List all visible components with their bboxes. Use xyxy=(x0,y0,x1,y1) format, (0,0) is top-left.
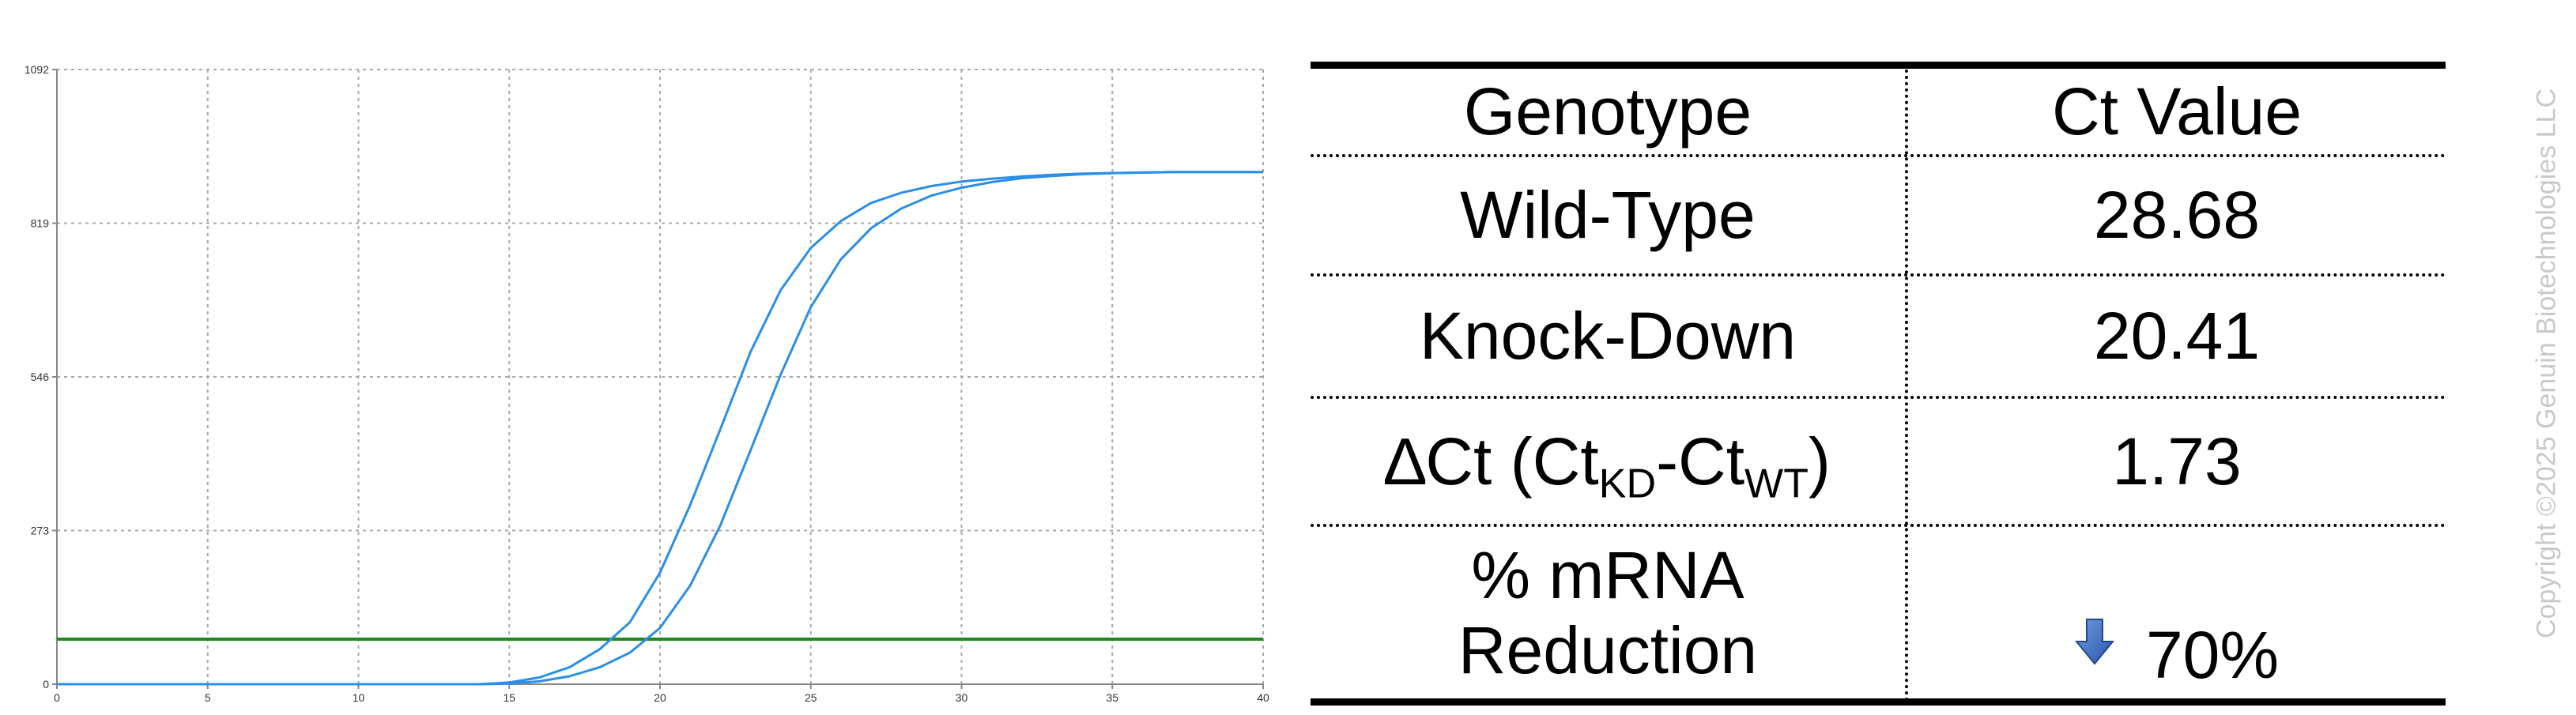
mrna-reduction-value: 70% xyxy=(2145,617,2280,692)
x-tick-label: 20 xyxy=(654,691,666,704)
y-tick-label: 273 xyxy=(31,525,50,537)
row-label-knock-down: Knock-Down xyxy=(1419,299,1797,374)
row-separator xyxy=(1311,273,2446,277)
table-bottom-rule xyxy=(1311,698,2446,706)
row-label-wild-type: Wild-Type xyxy=(1460,178,1756,253)
column-separator xyxy=(1905,70,1908,702)
row-separator xyxy=(1311,524,2446,527)
x-tick-label: 40 xyxy=(1257,691,1269,704)
amplification-curves xyxy=(57,171,1263,686)
x-tick-label: 25 xyxy=(805,691,817,704)
y-tick-label: 819 xyxy=(31,217,50,230)
down-arrow-icon xyxy=(2074,605,2115,679)
row-value-mrna-reduction: 70% xyxy=(1908,527,2446,698)
y-tick-label: 546 xyxy=(31,371,50,383)
x-tick-label: 35 xyxy=(1106,691,1118,704)
row-label-mrna-reduction: % mRNA Reduction xyxy=(1458,538,1758,687)
row-value-wild-type: 28.68 xyxy=(2093,178,2261,253)
x-tick-label: 15 xyxy=(503,691,515,704)
ct-value-table: Genotype Ct Value Wild-Type 28.68 Knock-… xyxy=(1311,62,2446,709)
tick-labels: 0 5 10 15 20 25 30 35 40 0 273 546 819 1092 xyxy=(25,63,1269,704)
x-tick-label: 5 xyxy=(205,691,211,704)
row-separator xyxy=(1311,154,2446,157)
x-tick-label: 0 xyxy=(54,691,60,704)
x-tick-label: 30 xyxy=(956,691,968,704)
row-separator xyxy=(1311,396,2446,399)
row-label-delta-ct: ∆Ct (CtKD-CtWT) xyxy=(1311,399,1905,524)
header-ct-value: Ct Value xyxy=(2052,74,2302,149)
header-genotype: Genotype xyxy=(1463,74,1752,149)
row-value-delta-ct: 1.73 xyxy=(2112,423,2242,499)
amplification-curve-2 xyxy=(57,171,1263,686)
qpcr-amplification-chart: 0 5 10 15 20 25 30 35 40 0 273 546 819 1092 xyxy=(25,63,1269,704)
y-tick-label: 0 xyxy=(43,678,49,691)
x-tick-label: 10 xyxy=(353,691,365,704)
copyright-watermark: Copyright ©2025 Genuin Biotechnologies L… xyxy=(2531,88,2562,639)
y-tick-label: 1092 xyxy=(25,63,49,76)
row-value-knock-down: 20.41 xyxy=(2093,299,2261,374)
table-top-rule xyxy=(1311,62,2446,69)
delta-ct-text: ∆Ct (CtKD-CtWT) xyxy=(1385,423,1831,507)
